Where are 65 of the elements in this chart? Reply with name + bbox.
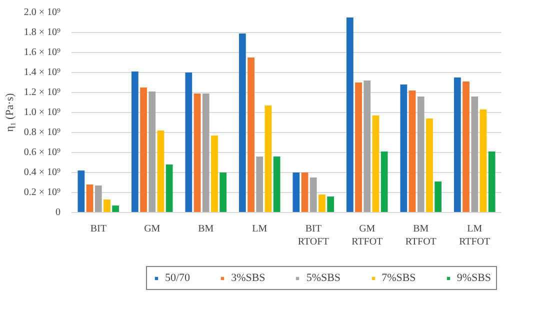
x-tick-label: BIT RTOFT [298,224,329,248]
bar [355,82,362,212]
bar [211,136,218,212]
x-tick-label: BM [198,224,214,234]
x-tick-label: GM [144,224,160,234]
bar [318,194,326,212]
x-tick-label: BM RTFOT [405,224,436,248]
legend-label: 3%SBS [231,272,266,284]
bar [264,106,272,212]
bar [380,152,388,212]
y-tick-label: 1.4 × 10⁹ [24,67,62,78]
y-axis-title: η₁ (Pa·s) [4,92,16,132]
bar [408,90,416,212]
bar [301,172,308,212]
y-tick-label: 2.0 × 10⁹ [24,7,62,18]
bar [202,94,210,212]
bar [273,156,280,212]
bar [157,130,164,212]
bar [471,96,478,212]
y-tick-label: 1.8 × 10⁹ [24,27,62,38]
bar [400,84,408,212]
bar [462,82,470,212]
bar [166,164,173,212]
bar [112,206,120,212]
bar [78,170,85,212]
bar [86,184,94,212]
bar [256,156,264,212]
bar [480,110,487,212]
bar [346,18,354,212]
bar [327,196,334,212]
y-tick-label: 0 [56,207,60,218]
bar [434,182,442,212]
bar [104,200,110,212]
bar [94,186,102,212]
x-tick-label: BIT [90,224,106,234]
bar [185,72,192,212]
bar [310,178,317,212]
x-tick-label: LM RTFOT [459,224,490,248]
x-tick-label: LM [252,224,268,234]
y-tick-label: 1.6 × 10⁹ [24,47,62,58]
y-tick-label: 0.4 × 10⁹ [24,167,62,178]
bar [417,96,424,212]
y-tick-label: 0.6 × 10⁹ [24,147,62,158]
x-tick-label: GM RTFOT [352,224,383,248]
bar [488,152,496,212]
legend-label: 5%SBS [306,272,341,284]
bar [454,78,461,212]
legend-label: 50/70 [165,272,190,284]
legend-label: 7%SBS [382,272,416,284]
bar [292,172,300,212]
bar [140,88,147,212]
bar [131,72,138,212]
bar [372,116,380,212]
bar [426,118,433,212]
bar [220,172,227,212]
bar [148,92,156,212]
y-tick-label: 0.8 × 10⁹ [24,127,62,138]
y-tick-label: 1.2 × 10⁹ [24,87,62,98]
bar [364,80,371,212]
y-tick-label: 1.0 × 10⁹ [24,107,62,118]
legend-label: 9%SBS [456,272,492,284]
bar [194,94,201,212]
bar [238,34,246,212]
y-tick-label: 0.2 × 10⁹ [24,187,62,198]
bar [248,58,254,212]
